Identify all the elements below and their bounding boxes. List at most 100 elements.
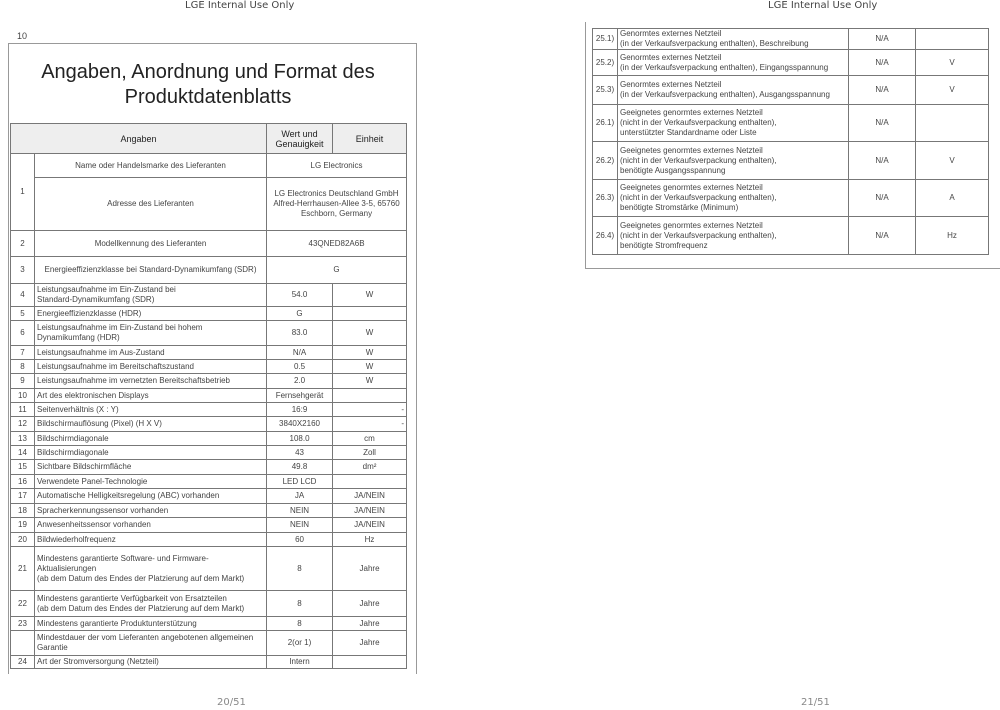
row-unit: V <box>915 141 989 180</box>
page-footer-right: 21/51 <box>801 697 830 708</box>
row-number: 18 <box>10 503 35 518</box>
row-unit: Jahre <box>332 630 408 656</box>
row-unit: A <box>915 179 989 217</box>
row-description: Geeignetes genormtes externes Netzteil (… <box>617 216 849 255</box>
power-supply-table: 25.1) Genormtes externes Netzteil (in der… <box>592 28 989 255</box>
row-value: N/A <box>848 179 916 217</box>
row-value: 108.0 <box>266 431 334 446</box>
row-description: Mindestens garantierte Verfügbarkeit von… <box>33 590 268 617</box>
row-description: Leistungsaufnahme im vernetzten Bereitsc… <box>33 373 268 389</box>
row-unit <box>332 655 408 669</box>
row-unit: V <box>915 49 989 76</box>
row-value: 43QNED82A6B <box>266 230 408 257</box>
row-unit: W <box>332 373 408 389</box>
row-description: Automatische Helligkeitsregelung (ABC) v… <box>33 488 268 504</box>
row-unit: JA/NEIN <box>332 488 408 504</box>
row-description: Leistungsaufnahme im Bereitschaftszustan… <box>33 359 268 374</box>
table-row: 21 Mindestens garantierte Software- und F… <box>10 546 408 591</box>
row-value: 8 <box>266 616 334 631</box>
table-row: 11 Seitenverhältnis (X : Y) 16:9- <box>10 402 408 417</box>
table-row: 13 Bildschirmdiagonale 108.0 cm <box>10 431 408 446</box>
row-unit: W <box>332 345 408 360</box>
right-page-frame <box>585 22 1000 269</box>
table-row: 9 Leistungsaufnahme im vernetzten Bereits… <box>10 373 408 389</box>
table-row: 1 Name oder Handelsmarke des Lieferanten L… <box>10 153 408 231</box>
row-description: Energieeffizienzklasse (HDR) <box>33 306 268 321</box>
row-number: 26.4) <box>592 216 618 255</box>
row-value: 49.8 <box>266 459 334 475</box>
row-number: 5 <box>10 306 35 321</box>
row-description: Art des elektronischen Displays <box>33 388 268 403</box>
row-number: 24 <box>10 655 35 669</box>
row-value: 0.5 <box>266 359 334 374</box>
row-number: 12 <box>10 416 35 432</box>
table-row: 23 Mindestens garantierte Produktunterstü… <box>10 616 408 631</box>
row-description: Sichtbare Bildschirmfläche <box>33 459 268 475</box>
row-unit: Jahre <box>332 616 408 631</box>
row-number: 15 <box>10 459 35 475</box>
row-description: Geeignetes genormtes externes Netzteil (… <box>617 141 849 180</box>
row-description: Name oder Handelsmarke des Lieferanten <box>33 153 268 178</box>
table-row: 8 Leistungsaufnahme im Bereitschaftszusta… <box>10 359 408 374</box>
table-row: 6 Leistungsaufnahme im Ein-Zustand bei ho… <box>10 320 408 346</box>
row-description: Mindestens garantierte Produktunterstütz… <box>33 616 268 631</box>
table-row: 25.3) Genormtes externes Netzteil (in der… <box>592 75 989 105</box>
row-number: 26.1) <box>592 104 618 142</box>
row-unit: JA/NEIN <box>332 517 408 533</box>
row-number: 25.2) <box>592 49 618 76</box>
table-row: 12 Bildschirmauflösung (Pixel) (H X V) 384… <box>10 416 408 432</box>
row-number: 9 <box>10 373 35 389</box>
table-row: 22 Mindestens garantierte Verfügbarkeit v… <box>10 590 408 617</box>
table-header-row: Angaben Wert und Genauigkeit Einheit <box>9 123 408 154</box>
row-value: 8 <box>266 546 334 591</box>
row-unit: - <box>332 402 408 417</box>
table-row: 25.1) Genormtes externes Netzteil (in der… <box>592 28 989 50</box>
row-number: 25.3) <box>592 75 618 105</box>
row-number: 22 <box>10 590 35 617</box>
row-value: N/A <box>848 75 916 105</box>
row-number: 14 <box>10 445 35 460</box>
row-unit: Jahre <box>332 590 408 617</box>
row-unit: JA/NEIN <box>332 503 408 518</box>
row-value: G <box>266 306 334 321</box>
row-description: Leistungsaufnahme im Ein-Zustand bei hoh… <box>33 320 268 346</box>
row-description: Seitenverhältnis (X : Y) <box>33 402 268 417</box>
row-value: N/A <box>848 28 916 50</box>
row-description: Bildschirmdiagonale <box>33 445 268 460</box>
table-row: 14 Bildschirmdiagonale 43 Zoll <box>10 445 408 460</box>
row-description: Adresse des Lieferanten <box>33 177 268 231</box>
row-description: Genormtes externes Netzteil (in der Verk… <box>617 28 849 50</box>
table-row: 5 Energieeffizienzklasse (HDR) G <box>10 306 408 321</box>
header-confidential-right: LGE Internal Use Only <box>768 0 878 11</box>
row-description: Geeignetes genormtes externes Netzteil (… <box>617 104 849 142</box>
row-value: N/A <box>848 104 916 142</box>
row-value: N/A <box>266 345 334 360</box>
table-row: 24 Art der Stromversorgung (Netzteil) Inte… <box>10 655 408 669</box>
row-number: 11 <box>10 402 35 417</box>
table-row: Adresse des Lieferanten LG Electronics De… <box>11 177 408 231</box>
row-value: 2.0 <box>266 373 334 389</box>
row-description: Mindestens garantierte Software- und Fir… <box>33 546 268 591</box>
header-angaben: Angaben <box>9 123 268 154</box>
row-value: Fernsehgerät <box>266 388 334 403</box>
row-number: 19 <box>10 517 35 533</box>
row-value: NEIN <box>266 503 334 518</box>
row-value: 16:9 <box>266 402 334 417</box>
row-number: 25.1) <box>592 28 618 50</box>
table-row: 26.2) Geeignetes genormtes externes Netzt… <box>592 141 989 180</box>
row-unit: W <box>332 359 408 374</box>
row-value: 8 <box>266 590 334 617</box>
page-footer-left: 20/51 <box>217 697 246 708</box>
table-row: 3 Energieeffizienzklasse bei Standard-Dyn… <box>10 256 408 284</box>
row-value: LED LCD <box>266 474 334 489</box>
row-value: JA <box>266 488 334 504</box>
row-description: Leistungsaufnahme im Aus-Zustand <box>33 345 268 360</box>
table-row: 15 Sichtbare Bildschirmfläche 49.8 dm² <box>10 459 408 475</box>
row-number: 8 <box>10 359 35 374</box>
page-title: Angaben, Anordnung und Format des Produk… <box>41 61 375 108</box>
section-number: 10 <box>17 31 28 41</box>
row-unit <box>332 388 408 403</box>
row-number: 20 <box>10 532 35 547</box>
table-row: 17 Automatische Helligkeitsregelung (ABC)… <box>10 488 408 504</box>
row-number: 26.2) <box>592 141 618 180</box>
